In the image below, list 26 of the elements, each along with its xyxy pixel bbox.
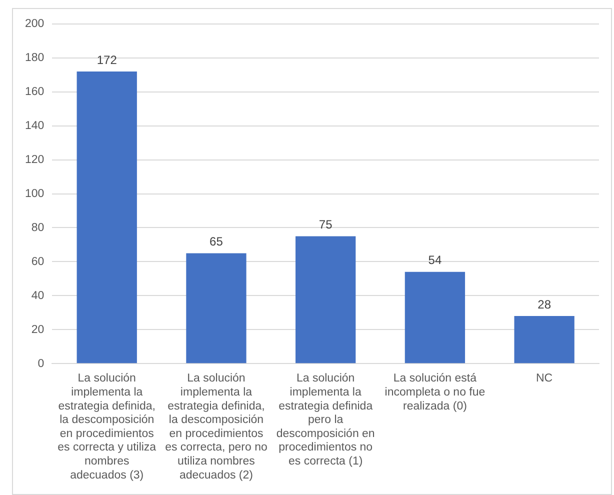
x-tick-label: La solución implementa la estrategia definida pero la descomposición en procedimientos no es correcta (1) bbox=[276, 372, 375, 468]
y-tick-label: 120 bbox=[25, 154, 44, 166]
bar bbox=[404, 272, 466, 364]
y-tick-label: 160 bbox=[25, 86, 44, 98]
y-tick-label: 80 bbox=[31, 222, 44, 234]
x-tick-label: La solución implementa la estrategia definida, la descomposición en procedimientos es correcta, pero no utiliza nombres adecuados (2) bbox=[165, 372, 268, 482]
bar bbox=[296, 236, 356, 364]
y-tick-label: 180 bbox=[25, 52, 44, 64]
data-label: 75 bbox=[318, 218, 333, 232]
bar bbox=[76, 71, 137, 364]
data-label: 54 bbox=[428, 253, 442, 268]
data-label: 172 bbox=[96, 52, 118, 67]
y-tick-label: 0 bbox=[38, 358, 44, 370]
y-tick-label: 200 bbox=[25, 18, 44, 30]
x-tick-label: La solución implementa la estrategia definida, la descomposición en procedimientos es correcta y utiliza nombres adecuados (3) bbox=[58, 372, 157, 482]
bar bbox=[186, 253, 246, 364]
y-tick-label: 60 bbox=[31, 256, 44, 268]
bar bbox=[514, 316, 574, 364]
y-tick-label: 20 bbox=[31, 324, 44, 336]
y-tick-label: 100 bbox=[25, 188, 44, 200]
y-tick-label: 140 bbox=[25, 120, 44, 132]
x-tick-label: La solución está incompleta o no fue realizada (0) bbox=[384, 372, 486, 412]
x-tick-label: NC bbox=[536, 372, 553, 385]
y-tick-label: 40 bbox=[31, 290, 44, 302]
data-label: 65 bbox=[210, 234, 224, 249]
data-label: 28 bbox=[538, 297, 552, 312]
